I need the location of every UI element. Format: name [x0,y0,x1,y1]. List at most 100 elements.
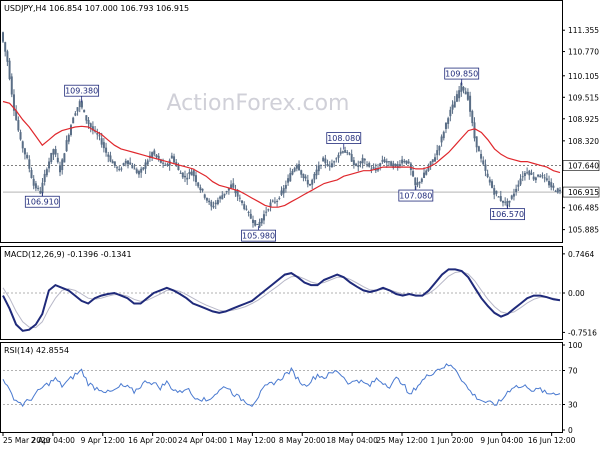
candle-body [442,131,445,139]
candle-body [188,172,191,175]
candle-body [102,142,105,149]
price-panel [0,0,563,243]
candle-body [344,150,347,153]
price-tick-label: 110.770 [568,48,599,57]
candle-body [341,151,344,153]
candle-body [267,209,270,211]
macd-tick-label: 0.7464 [568,250,594,259]
moving-average-line [2,100,561,208]
candle-body [295,164,298,169]
candle-body [541,175,544,177]
candle-body [453,101,456,108]
candle-body [317,165,320,172]
candle-body [142,167,145,170]
candle-body [559,189,561,192]
candle-body [249,213,252,219]
candle-body [309,183,312,186]
candle-body [357,165,360,168]
candle-body [447,118,450,125]
candle-body [427,166,430,171]
candle-body [133,168,136,170]
candle-body [291,171,294,175]
candle-body [438,145,441,151]
time-tick-label: 8 May 20:00 [279,436,326,445]
candle-body [337,154,340,158]
candle-body [530,172,533,175]
candle-body [256,223,259,225]
candle-body [166,164,169,166]
price-tick-label: 107.640 [568,162,599,171]
candle-body [383,159,386,163]
candle-body [164,164,167,166]
candle-body [298,164,301,171]
candle-body [100,138,103,145]
candle-body [91,126,94,131]
candle-body [227,187,230,191]
candle-body [225,190,228,192]
candle-body [495,190,498,194]
candle-body [83,109,86,113]
candle-body [355,163,358,166]
time-tick-label: 1 Jun 20:00 [430,436,473,445]
candle-body [506,201,509,207]
candle-body [517,184,520,187]
price-tick-label: 108.925 [568,115,599,124]
candle-body [315,169,318,176]
candle-body [488,179,491,183]
candle-body [48,161,51,169]
candle-body [556,188,559,193]
candle-body [247,211,250,213]
macd-panel-title: MACD(12,26,9) -0.1396 -0.1341 [4,250,132,259]
candle-body [34,183,37,189]
candle-body [370,168,373,170]
annotations-layer: 109.380 106.910 105.980 108.080 107.080 109.8… [24,67,525,242]
candle-body [512,193,515,197]
candle-body [135,169,138,173]
candle-body [379,163,382,167]
candle-body [30,169,33,179]
candle-body [276,200,279,202]
candle-body [554,190,557,192]
candle-body [54,149,57,155]
candle-body [293,168,296,172]
rsi-panel [0,342,563,433]
candle-body [366,164,369,166]
candle-body [425,170,428,175]
candle-body [480,153,483,159]
candle-body [460,83,463,92]
candle-body [177,165,180,171]
candle-body [519,178,522,185]
candle-body [376,168,379,171]
candle-body [324,158,327,164]
candle-body [122,163,125,166]
candle-body [287,178,290,183]
candle-body [4,42,7,52]
annotation-label: 109.380 [65,87,98,96]
candle-body [258,221,261,228]
candle-body [499,196,502,202]
candle-body [146,160,149,165]
candle-body [151,152,154,158]
annotation-box [398,189,434,202]
time-tick-label: 9 Jun 04:00 [480,436,523,445]
candle-body [449,109,452,117]
time-tick-label: 16 Jun 12:00 [528,436,576,445]
candle-body [405,160,408,164]
annotation-box [326,132,362,145]
candle-body [515,188,518,193]
price-tick-label: 105.885 [568,226,599,235]
price-tick-label: 111.355 [568,26,599,35]
rsi-layer [2,363,562,408]
candle-body [302,173,305,178]
candle-body [372,167,375,169]
candle-body [223,193,226,196]
candle-body [497,196,500,198]
candle-body [265,211,268,213]
candle-body [486,173,489,177]
candle-body [65,140,68,152]
price-tag-box [562,160,600,171]
candles-layer [2,31,561,228]
candle-body [508,200,511,203]
candle-body [528,170,531,176]
candle-body [361,157,364,164]
